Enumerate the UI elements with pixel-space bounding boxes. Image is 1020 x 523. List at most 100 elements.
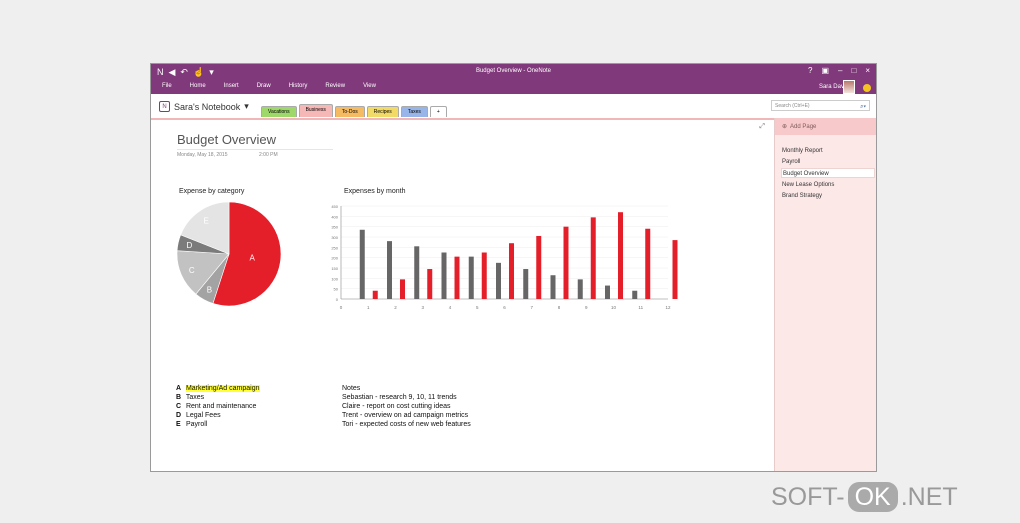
menu-view[interactable]: View (363, 83, 376, 89)
bar-series1-month-9 (577, 279, 583, 299)
pie-slice-C (176, 250, 230, 295)
page-item-budget-overview[interactable]: Budget Overview (781, 168, 875, 178)
legend-item: A Marketing/Ad campaign (176, 384, 260, 393)
y-tick-label: 250 (331, 245, 338, 250)
ribbon-display-icon[interactable]: ▣ (821, 66, 830, 75)
add-page-label: Add Page (790, 123, 817, 130)
bar-series1-month-6 (496, 262, 501, 299)
onenote-icon[interactable]: N (157, 67, 164, 77)
x-tick-label: 7 (530, 305, 533, 310)
x-tick-label: 5 (476, 305, 479, 310)
y-tick-label: 150 (331, 266, 338, 271)
legend-key: C (176, 403, 182, 410)
bar-series2-month-4 (454, 256, 460, 299)
ribbon-tabs: File Home Insert Draw History Review Vie… (151, 81, 876, 94)
touch-mode-icon[interactable]: ☝ (192, 67, 205, 77)
tab-to-dos[interactable]: To-Dos (334, 106, 365, 117)
add-section-tab[interactable]: + (429, 106, 447, 117)
legend-key: E (176, 421, 181, 428)
page-title[interactable]: Budget Overview (177, 132, 276, 147)
y-tick-label: 50 (334, 287, 339, 292)
minimize-icon[interactable]: – (838, 66, 843, 75)
legend-label: Rent and maintenance (185, 403, 257, 410)
feedback-smiley-icon[interactable] (863, 84, 871, 92)
close-icon[interactable]: × (865, 66, 870, 75)
watermark-right: .NET (900, 482, 958, 511)
watermark: SOFT- OK .NET (771, 482, 958, 512)
bar-series1-month-11 (632, 290, 638, 299)
plus-icon: ⊕ (782, 124, 788, 130)
user-name: Sara Davis (818, 84, 849, 90)
page-item-brand-strategy[interactable]: Brand Strategy (782, 193, 823, 199)
chevron-down-icon: ▾ (244, 101, 249, 111)
bar-series2-month-1 (372, 290, 378, 299)
page-item-monthly-report[interactable]: Monthly Report (782, 148, 823, 154)
legend-key: A (176, 385, 182, 392)
bar-series2-month-11 (645, 228, 651, 299)
pie-label-A: A (249, 254, 255, 263)
legend-key: B (176, 394, 182, 401)
notes-title: Notes (342, 385, 361, 392)
page-item-new-lease-options[interactable]: New Lease Options (782, 182, 835, 188)
pie-slice-E (180, 201, 230, 255)
legend-label: Payroll (185, 421, 208, 428)
page-item-payroll[interactable]: Payroll (782, 159, 801, 165)
pie-chart: A B C D E (176, 201, 282, 307)
menu-home[interactable]: Home (189, 83, 206, 89)
x-tick-label: 10 (611, 305, 617, 310)
window-title: Budget Overview - OneNote (475, 68, 552, 74)
back-icon[interactable]: ◀ (168, 67, 176, 77)
page-time: 2:00 PM (259, 152, 278, 158)
bar-series2-month-8 (563, 226, 569, 299)
menu-draw[interactable]: Draw (256, 83, 271, 89)
maximize-icon[interactable]: □ (851, 66, 857, 75)
watermark-ok: OK (847, 482, 898, 512)
y-tick-label: 0 (336, 297, 339, 302)
notes-block[interactable]: Notes Sebastian - research 9, 10, 11 tre… (342, 384, 471, 429)
tab-taxes[interactable]: Taxes (400, 106, 428, 117)
bar-series2-month-5 (481, 252, 487, 299)
customize-qat-icon[interactable]: ▾ (209, 67, 214, 77)
search-input[interactable]: Search (Ctrl+E) ⌕▾ (771, 100, 870, 111)
x-tick-label: 1 (367, 305, 370, 310)
menu-file[interactable]: File (162, 83, 172, 89)
undo-icon[interactable]: ↶ (180, 67, 188, 77)
page-canvas[interactable]: ⤢ Budget Overview Monday, May 18, 2015 2… (151, 120, 774, 471)
legend-label: Legal Fees (185, 412, 221, 419)
legend-item: E Payroll (176, 420, 260, 429)
x-tick-label: 0 (340, 305, 343, 310)
tab-business[interactable]: Business (298, 104, 333, 117)
title-divider (177, 149, 333, 150)
notebook-picker[interactable]: N Sara's Notebook ▾ (159, 101, 249, 112)
full-page-view-icon[interactable]: ⤢ (759, 123, 765, 130)
bar-series1-month-1 (359, 229, 365, 299)
page-list-panel: ⊕ Add Page Monthly Report Payroll Budget … (774, 118, 876, 471)
menu-review[interactable]: Review (325, 83, 346, 89)
tab-vacations[interactable]: Vacations (261, 106, 297, 117)
x-tick-label: 3 (421, 305, 424, 310)
bar-series2-month-7 (536, 235, 542, 299)
menu-insert[interactable]: Insert (223, 83, 239, 89)
avatar[interactable] (843, 80, 855, 94)
search-icon[interactable]: ⌕▾ (860, 104, 866, 110)
tab-recipes[interactable]: Recipes (366, 106, 399, 117)
page-date: Monday, May 18, 2015 (177, 152, 228, 158)
legend-key: D (176, 412, 182, 419)
add-page-button[interactable]: ⊕ Add Page (775, 118, 876, 135)
x-tick-label: 11 (638, 305, 643, 310)
bar-series2-month-12 (672, 240, 678, 299)
pie-label-B: B (207, 286, 212, 295)
bar-series1-month-2 (387, 241, 392, 299)
legend-label: Taxes (185, 394, 205, 401)
y-tick-label: 450 (331, 204, 338, 209)
menu-history[interactable]: History (288, 83, 308, 89)
note-item: Sebastian - research 9, 10, 11 trends (342, 394, 457, 401)
notebook-icon: N (159, 101, 170, 112)
help-icon[interactable]: ? (808, 66, 813, 75)
x-tick-label: 2 (394, 305, 397, 310)
watermark-left: SOFT- (771, 482, 845, 511)
y-tick-label: 300 (331, 235, 338, 240)
pie-label-E: E (204, 216, 209, 225)
category-legend: A Marketing/Ad campaign B Taxes C Rent a… (176, 384, 260, 429)
bar-series1-month-7 (523, 269, 529, 299)
